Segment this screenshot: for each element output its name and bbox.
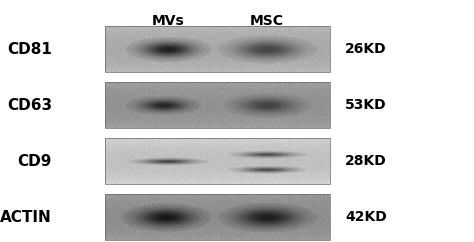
Bar bbox=[105, 26, 330, 72]
Text: 53KD: 53KD bbox=[345, 98, 387, 112]
Text: 28KD: 28KD bbox=[345, 154, 387, 168]
Text: CD81: CD81 bbox=[7, 41, 52, 56]
Text: ACTIN: ACTIN bbox=[0, 210, 52, 225]
Text: CD9: CD9 bbox=[18, 153, 52, 168]
Text: CD63: CD63 bbox=[7, 98, 52, 113]
Bar bbox=[105, 138, 330, 184]
Text: MVs: MVs bbox=[152, 14, 184, 28]
Text: 26KD: 26KD bbox=[345, 42, 387, 56]
Text: 42KD: 42KD bbox=[345, 210, 387, 224]
Bar bbox=[105, 194, 330, 240]
Bar bbox=[105, 82, 330, 128]
Text: MSC: MSC bbox=[250, 14, 284, 28]
